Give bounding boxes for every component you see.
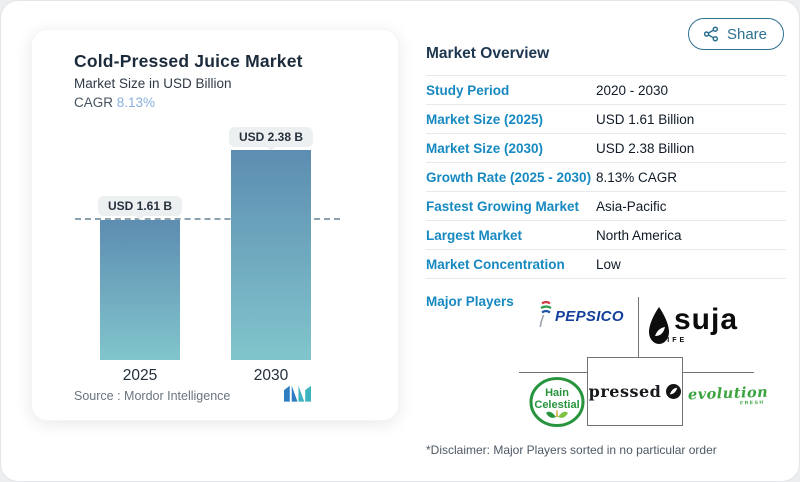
row-label: Market Size (2030) — [426, 140, 544, 156]
row-value: Asia-Pacific — [596, 198, 667, 214]
table-row: Fastest Growing Market Asia-Pacific — [426, 192, 786, 221]
row-value: Low — [596, 256, 621, 272]
pepsico-globe-icon — [538, 300, 553, 328]
row-label: Largest Market — [426, 227, 523, 243]
reference-dashed-line — [75, 218, 340, 220]
hain-line2: Celestial — [534, 399, 579, 411]
row-label: Market Concentration — [426, 256, 565, 272]
disclaimer-text: *Disclaimer: Major Players sorted in no … — [426, 443, 717, 457]
source-value: Mordor Intelligence — [124, 389, 231, 403]
table-row: Study Period 2020 - 2030 — [426, 76, 786, 105]
table-row: Market Concentration Low — [426, 250, 786, 279]
axis-label-2030: 2030 — [253, 367, 289, 384]
chart-card: Cold-Pressed Juice Market Market Size in… — [31, 29, 399, 421]
table-row: Largest Market North America — [426, 221, 786, 250]
share-label: Share — [726, 25, 767, 43]
table-row: Market Size (2030) USD 2.38 Billion — [426, 134, 786, 163]
row-value: 2020 - 2030 — [596, 82, 669, 98]
hain-celestial-logo: Hain Celestial — [529, 377, 585, 432]
major-players-label: Major Players — [426, 294, 514, 309]
chart-subtitle: Market Size in USD Billion — [74, 76, 232, 91]
connector-line-left — [519, 372, 587, 373]
row-value: USD 1.61 Billion — [596, 111, 695, 127]
share-icon — [703, 26, 719, 42]
pressed-box: pressed — [587, 357, 683, 426]
cagr-label: CAGR — [74, 95, 114, 110]
row-label: Growth Rate (2025 - 2030) — [426, 169, 592, 185]
evolution-fresh-logo: evolution FRESH — [688, 384, 769, 409]
share-button[interactable]: Share — [687, 18, 784, 50]
axis-label-2025: 2025 — [122, 367, 158, 384]
row-value: 8.13% CAGR — [596, 169, 678, 185]
cagr-line: CAGR 8.13% — [74, 95, 155, 110]
value-label-2030: USD 2.38 B — [228, 127, 314, 151]
row-label: Market Size (2025) — [426, 111, 544, 127]
row-value: North America — [596, 227, 682, 243]
source-line: Source : Mordor Intelligence — [74, 389, 230, 403]
pepsico-logo: PEPSICO — [538, 300, 624, 328]
pressed-wordmark: pressed — [588, 382, 662, 401]
hain-line1: Hain — [545, 387, 569, 399]
suja-logo: suja LIFE — [648, 303, 739, 346]
source-label: Source : — [74, 389, 121, 403]
row-label: Study Period — [426, 82, 510, 98]
pressed-leaf-icon — [666, 384, 682, 399]
divider-vertical — [638, 297, 639, 357]
value-label-2025: USD 1.61 B — [97, 196, 183, 220]
overview-table: Study Period 2020 - 2030 Market Size (20… — [426, 76, 786, 279]
bar-2030 — [231, 150, 311, 360]
suja-tagline: LIFE — [660, 336, 688, 344]
pepsico-wordmark: PEPSICO — [555, 308, 624, 325]
suja-wordmark: suja — [674, 303, 739, 336]
mordor-intelligence-logo — [284, 384, 311, 407]
bar-2025 — [100, 220, 180, 360]
suja-drop-icon — [648, 306, 670, 346]
cagr-value: 8.13% — [116, 95, 156, 110]
connector-line-right — [683, 372, 754, 373]
row-value: USD 2.38 Billion — [596, 140, 695, 156]
table-row: Growth Rate (2025 - 2030) 8.13% CAGR — [426, 163, 786, 192]
table-row: Market Size (2025) USD 1.61 Billion — [426, 105, 786, 134]
market-overview-panel: Market Overview Study Period 2020 - 2030… — [426, 45, 786, 481]
overview-title: Market Overview — [426, 45, 786, 76]
chart-title: Cold-Pressed Juice Market — [74, 51, 303, 71]
row-label: Fastest Growing Market — [426, 198, 580, 214]
